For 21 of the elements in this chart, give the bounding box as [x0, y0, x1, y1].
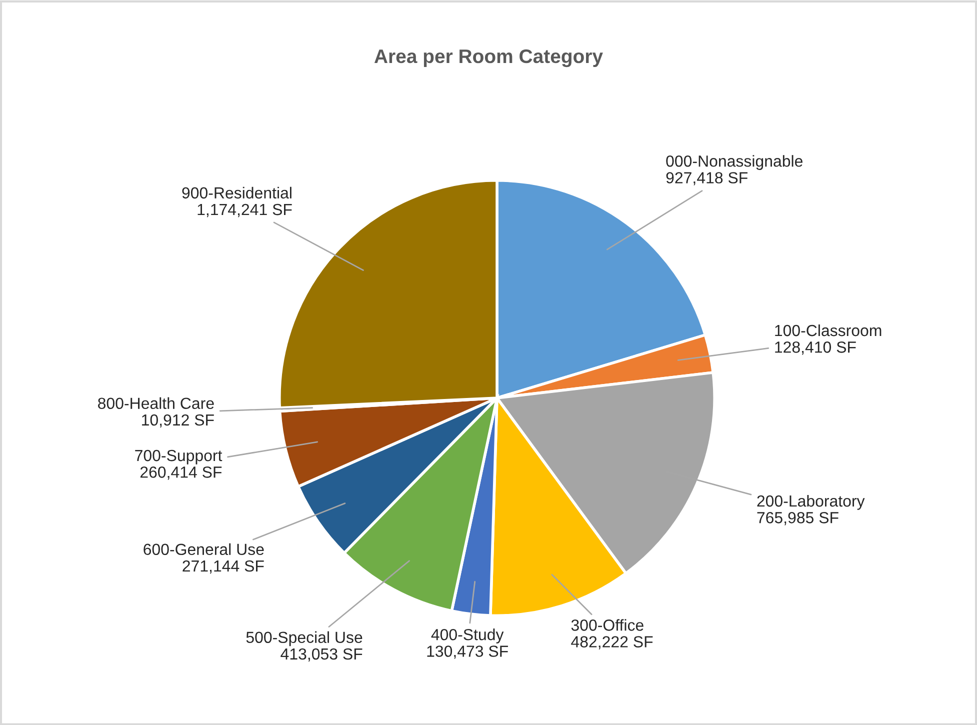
data-label: 260,414 SF: [140, 466, 222, 480]
data-label: 927,418 SF: [666, 172, 748, 186]
slice-label: 200-Laboratory: [757, 494, 865, 510]
slice-label: 700-Support: [135, 450, 222, 464]
data-label: 271,144 SF: [182, 560, 264, 574]
data-label: 413,053 SF: [280, 648, 362, 662]
data-label: 482,222 SF: [571, 636, 653, 650]
slice-label: 000-Nonassignable: [666, 155, 802, 170]
slice-label: 400-Study: [431, 628, 504, 644]
chart-title: Area per Room Category: [374, 49, 603, 68]
data-label: 765,985 SF: [757, 512, 838, 526]
slice-label: 900-Residential: [182, 186, 292, 199]
data-label: 1,174,241 SF: [198, 204, 292, 218]
slice-label: 500-Special Use: [246, 631, 362, 646]
data-label: 10,912 SF: [142, 414, 214, 428]
slice-label: 300-Office: [571, 619, 644, 631]
data-label: 128,410 SF: [775, 342, 856, 355]
slice-label: 800-Health Care: [98, 397, 214, 410]
slice-label: 600-General Use: [144, 543, 264, 556]
slice-label: 100-Classroom: [775, 324, 882, 336]
data-label: 130,473 SF: [427, 646, 508, 659]
